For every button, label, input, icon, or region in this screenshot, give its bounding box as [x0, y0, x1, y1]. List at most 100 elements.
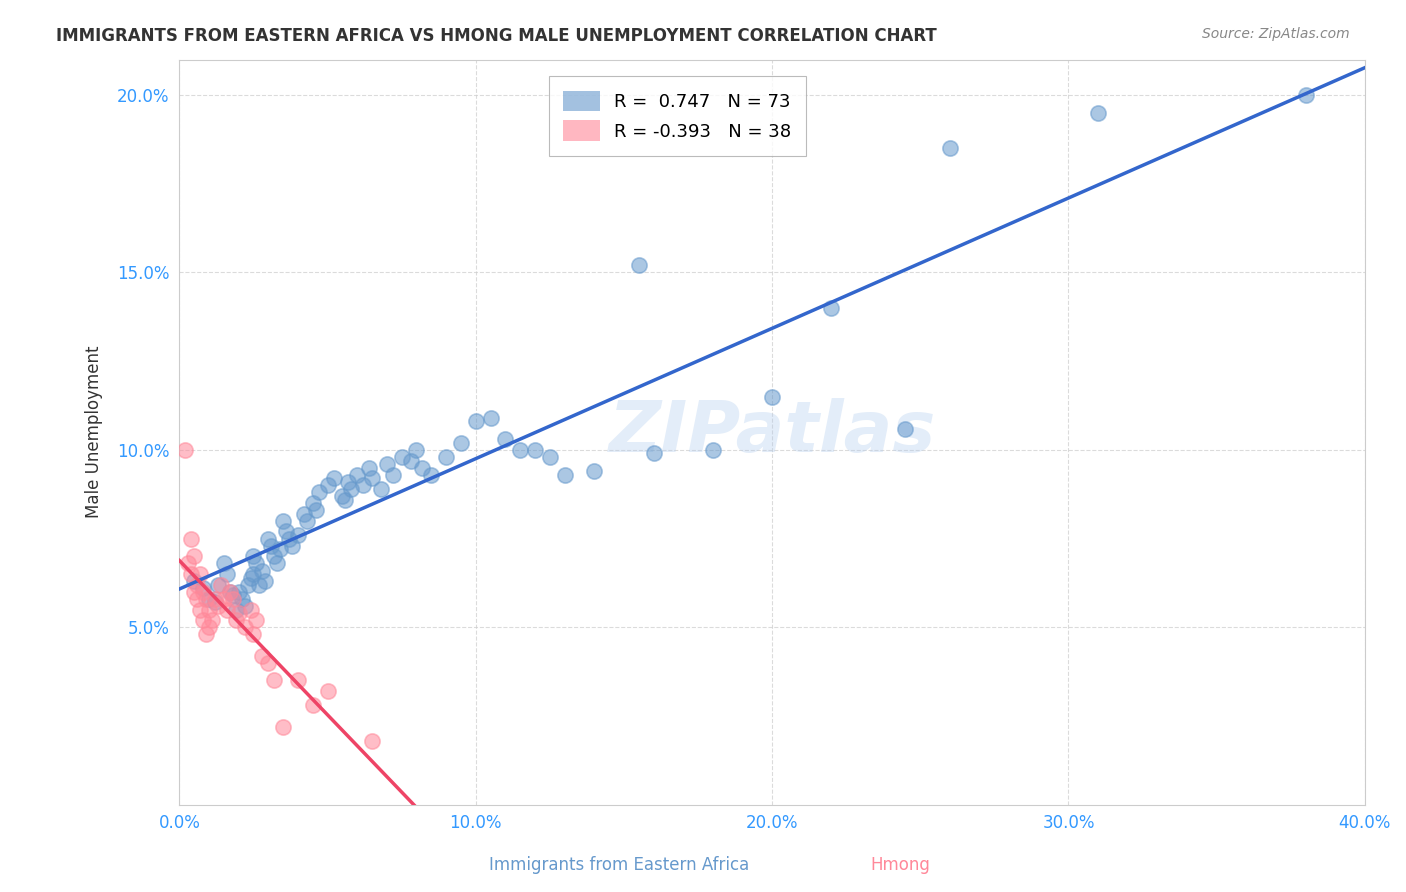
Immigrants from Eastern Africa: [242, 549, 264, 564]
Immigrants from Eastern Africa: [183, 574, 205, 589]
Text: Source: ZipAtlas.com: Source: ZipAtlas.com: [1202, 27, 1350, 41]
Hmong: [361, 734, 384, 748]
Hmong: [225, 613, 247, 627]
Immigrants from Eastern Africa: [254, 574, 277, 589]
Immigrants from Eastern Africa: [583, 464, 606, 478]
Immigrants from Eastern Africa: [370, 482, 392, 496]
Immigrants from Eastern Africa: [450, 435, 472, 450]
Immigrants from Eastern Africa: [464, 415, 486, 429]
Immigrants from Eastern Africa: [225, 602, 247, 616]
Immigrants from Eastern Africa: [301, 496, 323, 510]
Immigrants from Eastern Africa: [215, 567, 238, 582]
Immigrants from Eastern Africa: [204, 595, 226, 609]
Immigrants from Eastern Africa: [820, 301, 842, 315]
Immigrants from Eastern Africa: [191, 581, 214, 595]
Hmong: [222, 591, 245, 606]
Hmong: [186, 577, 208, 591]
Hmong: [186, 591, 208, 606]
Hmong: [183, 584, 205, 599]
Hmong: [188, 602, 211, 616]
Immigrants from Eastern Africa: [352, 478, 374, 492]
Immigrants from Eastern Africa: [260, 539, 283, 553]
Immigrants from Eastern Africa: [245, 557, 267, 571]
Hmong: [198, 620, 221, 634]
Hmong: [191, 584, 214, 599]
Immigrants from Eastern Africa: [274, 524, 297, 539]
Immigrants from Eastern Africa: [207, 577, 229, 591]
Immigrants from Eastern Africa: [278, 532, 301, 546]
Immigrants from Eastern Africa: [627, 259, 650, 273]
Immigrants from Eastern Africa: [198, 591, 221, 606]
Hmong: [287, 673, 309, 688]
Text: ZIPatlas: ZIPatlas: [609, 398, 936, 467]
Hmong: [239, 602, 262, 616]
Immigrants from Eastern Africa: [509, 442, 531, 457]
Hmong: [263, 673, 285, 688]
Text: Immigrants from Eastern Africa: Immigrants from Eastern Africa: [488, 856, 749, 874]
Hmong: [212, 591, 235, 606]
Immigrants from Eastern Africa: [266, 557, 288, 571]
Immigrants from Eastern Africa: [236, 577, 259, 591]
Hmong: [195, 627, 218, 641]
Hmong: [207, 599, 229, 613]
Hmong: [174, 442, 197, 457]
Immigrants from Eastern Africa: [411, 460, 433, 475]
Immigrants from Eastern Africa: [322, 471, 344, 485]
Immigrants from Eastern Africa: [399, 453, 422, 467]
Text: IMMIGRANTS FROM EASTERN AFRICA VS HMONG MALE UNEMPLOYMENT CORRELATION CHART: IMMIGRANTS FROM EASTERN AFRICA VS HMONG …: [56, 27, 936, 45]
Hmong: [177, 557, 200, 571]
Immigrants from Eastern Africa: [337, 475, 360, 489]
Immigrants from Eastern Africa: [702, 442, 724, 457]
Y-axis label: Male Unemployment: Male Unemployment: [86, 346, 103, 518]
Immigrants from Eastern Africa: [305, 503, 328, 517]
Immigrants from Eastern Africa: [761, 390, 783, 404]
Immigrants from Eastern Africa: [381, 467, 404, 482]
Immigrants from Eastern Africa: [271, 514, 294, 528]
Immigrants from Eastern Africa: [218, 584, 240, 599]
Hmong: [252, 648, 274, 663]
Immigrants from Eastern Africa: [405, 442, 427, 457]
Hmong: [180, 567, 202, 582]
Hmong: [228, 606, 250, 620]
Hmong: [301, 698, 323, 713]
Immigrants from Eastern Africa: [316, 478, 339, 492]
Immigrants from Eastern Africa: [494, 432, 516, 446]
Immigrants from Eastern Africa: [391, 450, 413, 464]
Immigrants from Eastern Africa: [308, 485, 330, 500]
Hmong: [316, 684, 339, 698]
Hmong: [191, 613, 214, 627]
Hmong: [218, 584, 240, 599]
Immigrants from Eastern Africa: [1087, 105, 1109, 120]
Immigrants from Eastern Africa: [359, 460, 381, 475]
Hmong: [195, 591, 218, 606]
Immigrants from Eastern Africa: [434, 450, 457, 464]
Immigrants from Eastern Africa: [287, 528, 309, 542]
Hmong: [183, 549, 205, 564]
Immigrants from Eastern Africa: [554, 467, 576, 482]
Hmong: [215, 602, 238, 616]
Immigrants from Eastern Africa: [252, 564, 274, 578]
Immigrants from Eastern Africa: [643, 446, 665, 460]
Immigrants from Eastern Africa: [269, 542, 291, 557]
Hmong: [257, 656, 280, 670]
Hmong: [201, 613, 224, 627]
Immigrants from Eastern Africa: [361, 471, 384, 485]
Hmong: [245, 613, 267, 627]
Immigrants from Eastern Africa: [479, 411, 502, 425]
Immigrants from Eastern Africa: [257, 532, 280, 546]
Immigrants from Eastern Africa: [939, 141, 962, 155]
Immigrants from Eastern Africa: [222, 588, 245, 602]
Immigrants from Eastern Africa: [231, 591, 253, 606]
Hmong: [242, 627, 264, 641]
Hmong: [209, 577, 232, 591]
Immigrants from Eastern Africa: [346, 467, 368, 482]
Hmong: [271, 720, 294, 734]
Immigrants from Eastern Africa: [340, 482, 363, 496]
Immigrants from Eastern Africa: [894, 421, 917, 435]
Immigrants from Eastern Africa: [1295, 88, 1317, 103]
Text: Hmong: Hmong: [870, 856, 929, 874]
Immigrants from Eastern Africa: [263, 549, 285, 564]
Immigrants from Eastern Africa: [233, 599, 256, 613]
Immigrants from Eastern Africa: [335, 492, 357, 507]
Immigrants from Eastern Africa: [420, 467, 443, 482]
